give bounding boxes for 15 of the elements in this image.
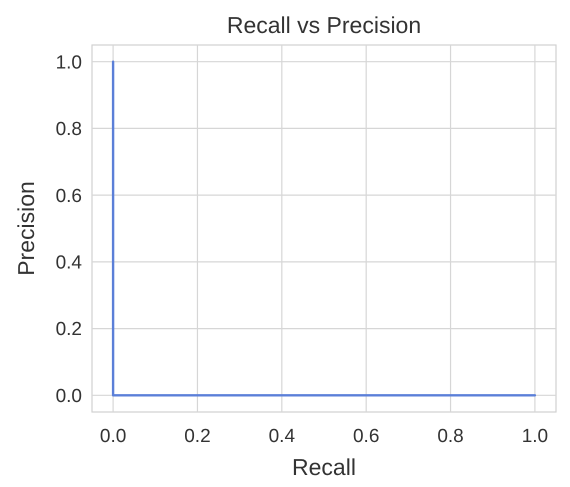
x-tick-label: 0.0 — [100, 426, 126, 447]
chart-title: Recall vs Precision — [226, 12, 422, 38]
y-tick-label: 1.0 — [56, 52, 82, 74]
y-tick-label: 0.4 — [56, 252, 82, 274]
x-tick-label: 0.8 — [437, 426, 464, 447]
x-tick-label: 1.0 — [522, 426, 548, 447]
x-tick-label: 0.2 — [184, 426, 211, 447]
x-tick-label: 0.6 — [352, 426, 380, 447]
y-tick-label: 0.2 — [56, 319, 82, 340]
y-tick-label: 0.0 — [56, 386, 82, 407]
y-axis-title: Precision — [13, 181, 39, 276]
y-tick-label: 0.8 — [56, 119, 82, 140]
y-tick-label: 0.6 — [56, 186, 82, 207]
x-axis-title: Recall — [292, 454, 356, 480]
x-tick-label: 0.4 — [268, 426, 296, 447]
